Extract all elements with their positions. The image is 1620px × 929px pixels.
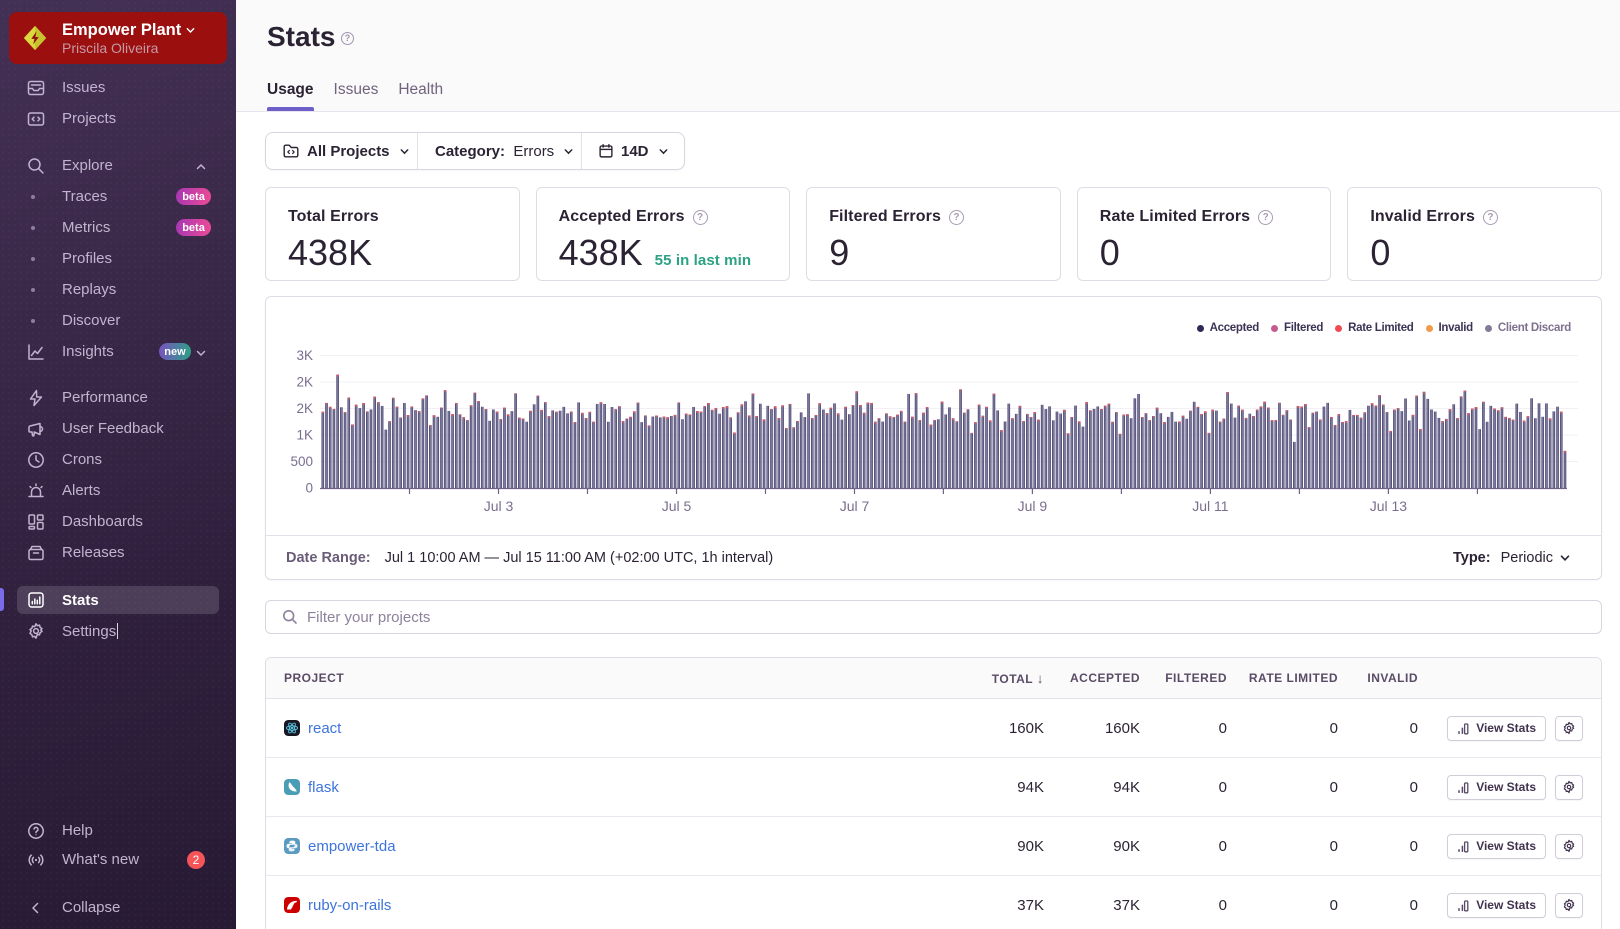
svg-text:500: 500 <box>290 454 313 469</box>
svg-text:Jul 13: Jul 13 <box>1370 498 1408 514</box>
svg-text:2K: 2K <box>296 375 313 390</box>
svg-text:Jul 5: Jul 5 <box>662 498 692 514</box>
svg-text:2K: 2K <box>296 401 313 416</box>
svg-text:3K: 3K <box>296 348 313 363</box>
svg-text:Jul 9: Jul 9 <box>1018 498 1048 514</box>
svg-text:1K: 1K <box>296 428 313 443</box>
svg-text:Jul 11: Jul 11 <box>1192 498 1229 514</box>
svg-text:Jul 3: Jul 3 <box>484 498 514 514</box>
svg-text:Jul 7: Jul 7 <box>840 498 870 514</box>
svg-text:0: 0 <box>305 481 313 496</box>
